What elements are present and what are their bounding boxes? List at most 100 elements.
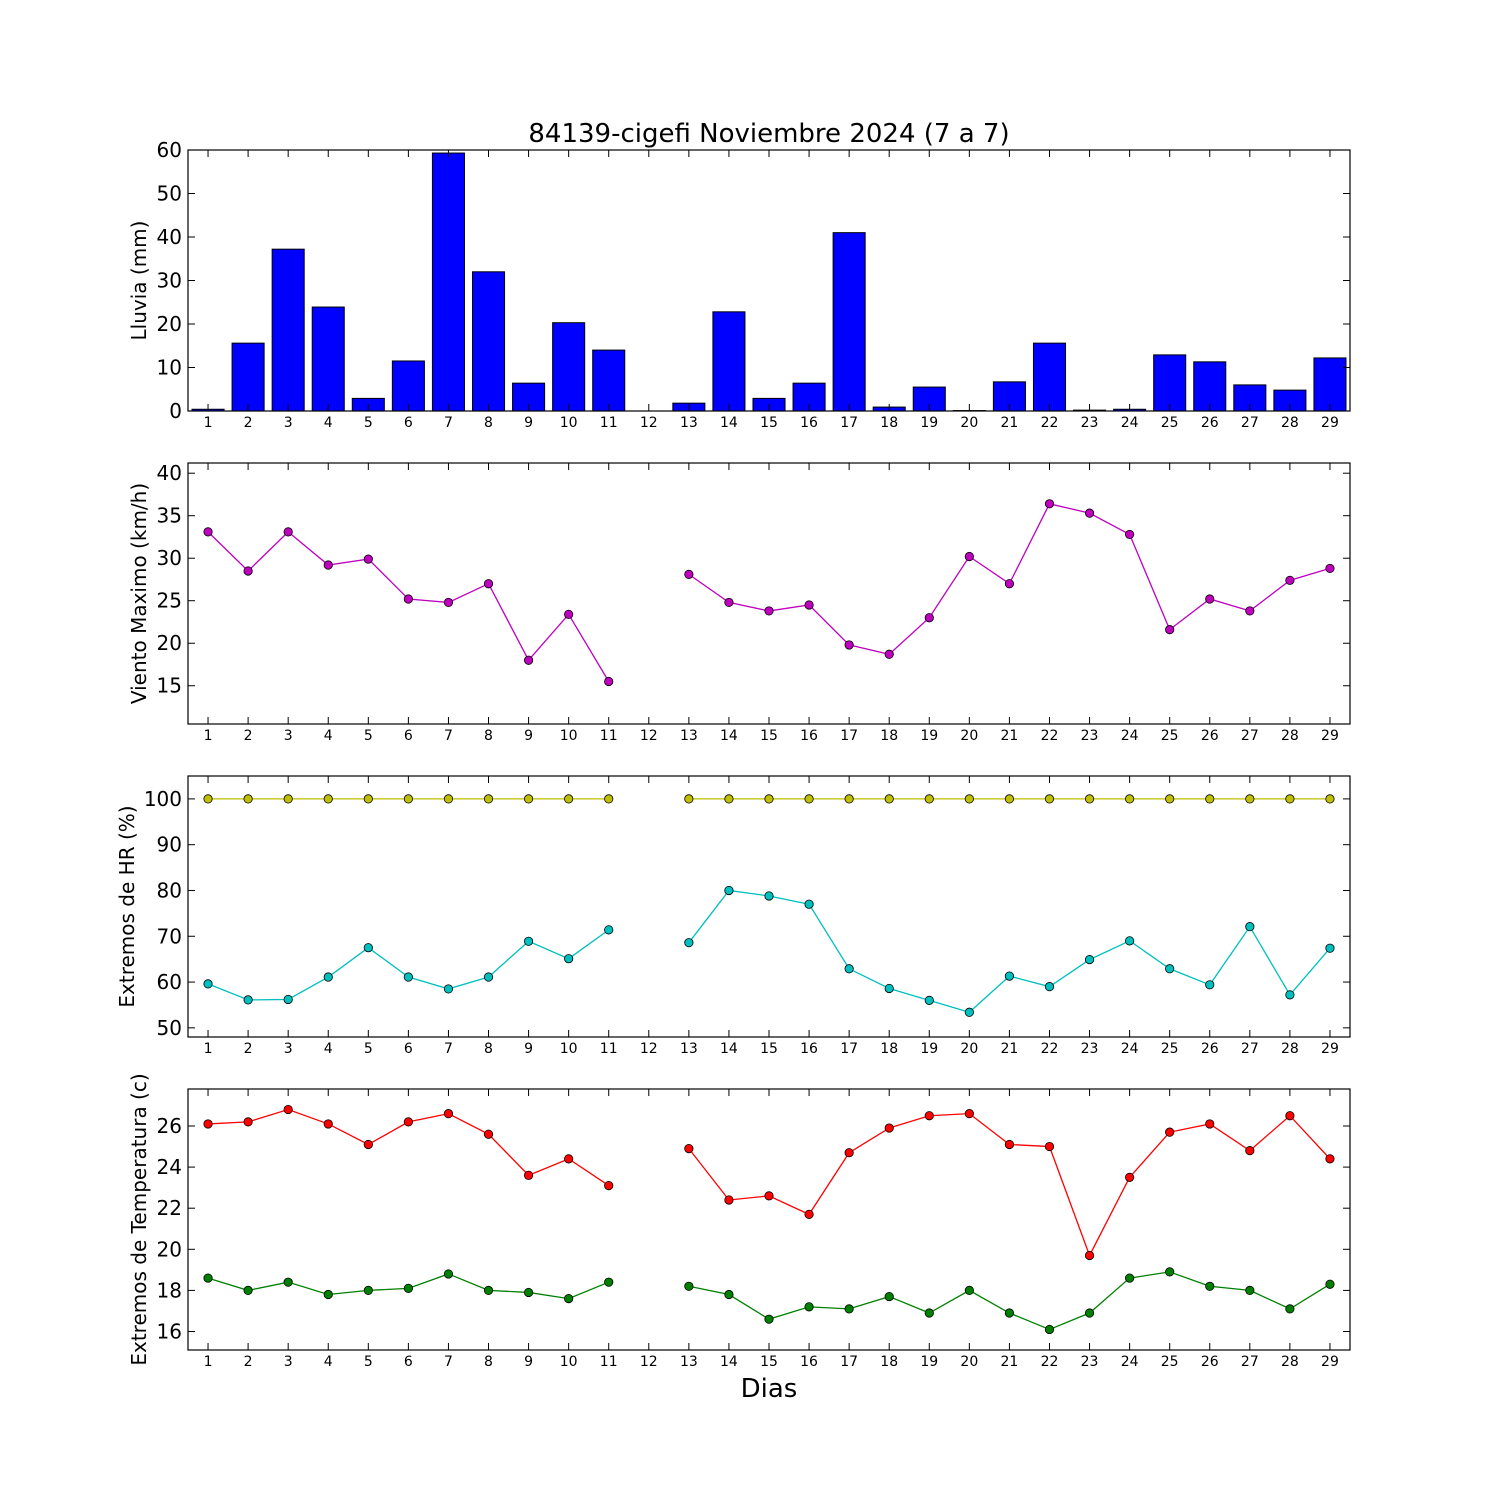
y-tick-label: 22 xyxy=(157,1196,182,1220)
series-1-point-day-14 xyxy=(724,794,734,804)
x-tick-label: 24 xyxy=(1121,1041,1139,1057)
series-2-point-day-21 xyxy=(1004,1308,1015,1318)
x-tick-label: 7 xyxy=(444,415,453,431)
series-2-point-day-15 xyxy=(764,1314,774,1324)
series-1-point-day-16 xyxy=(804,794,814,804)
series-1-point-day-3 xyxy=(283,794,293,804)
series-2-point-day-6 xyxy=(403,972,413,982)
x-tick-label: 17 xyxy=(840,728,858,744)
x-tick-label: 20 xyxy=(960,1041,978,1057)
series-1-point-day-3 xyxy=(283,1104,293,1115)
series-1-point-day-23 xyxy=(1084,508,1095,518)
y-tick-label: 80 xyxy=(157,878,182,902)
x-tick-label: 28 xyxy=(1281,1354,1299,1370)
x-tick-label: 12 xyxy=(640,415,658,431)
series-2-point-day-25 xyxy=(1165,964,1175,974)
series-2-point-day-29 xyxy=(1325,1279,1335,1289)
series-1-point-day-9 xyxy=(523,1170,534,1180)
x-tick-label: 16 xyxy=(800,1041,818,1057)
series-1-point-day-7 xyxy=(443,1109,454,1119)
series-1-point-day-17 xyxy=(844,794,854,804)
y-tick-label: 10 xyxy=(157,356,182,380)
series-2-point-day-10 xyxy=(564,1294,574,1304)
x-tick-label: 7 xyxy=(444,1041,453,1057)
x-axis-label: Dias xyxy=(741,1374,798,1404)
x-tick-label: 29 xyxy=(1321,1041,1339,1057)
x-tick-label: 14 xyxy=(720,415,738,431)
series-1-point-day-11 xyxy=(604,794,614,804)
series-1-point-day-13 xyxy=(684,1143,694,1154)
series-1-point-day-19 xyxy=(924,613,934,623)
x-tick-label: 27 xyxy=(1241,1354,1259,1370)
series-2-point-day-28 xyxy=(1285,1304,1295,1314)
series-1-point-day-22 xyxy=(1044,499,1055,509)
series-1-point-day-9 xyxy=(523,794,534,804)
bar-day-6 xyxy=(391,360,425,412)
x-tick-label: 13 xyxy=(680,1354,698,1370)
series-1-point-day-15 xyxy=(764,794,774,804)
series-1-point-day-4 xyxy=(323,1119,333,1129)
x-tick-label: 26 xyxy=(1201,728,1219,744)
series-1-point-day-25 xyxy=(1165,625,1175,635)
series-2-point-day-5 xyxy=(363,943,373,953)
x-tick-label: 20 xyxy=(960,415,978,431)
series-1-point-day-14 xyxy=(724,597,734,608)
y-tick-label: 25 xyxy=(157,589,182,613)
x-tick-label: 8 xyxy=(484,1354,493,1370)
series-2-point-day-14 xyxy=(724,1289,734,1300)
bar-day-10 xyxy=(552,322,586,412)
x-tick-label: 6 xyxy=(404,415,413,431)
series-2-point-day-16 xyxy=(804,899,814,909)
series-2-point-day-20 xyxy=(964,1285,974,1296)
series-2-point-day-1 xyxy=(203,1273,213,1283)
x-tick-label: 16 xyxy=(800,415,818,431)
y-tick-label: 60 xyxy=(157,138,182,162)
x-tick-label: 19 xyxy=(920,728,938,744)
x-tick-label: 29 xyxy=(1321,415,1339,431)
x-tick-label: 10 xyxy=(560,1354,578,1370)
series-1-point-day-29 xyxy=(1325,794,1335,804)
bar-day-2 xyxy=(231,342,265,412)
series-1-point-day-5 xyxy=(363,794,373,804)
y-tick-label: 26 xyxy=(157,1114,182,1138)
x-tick-label: 9 xyxy=(524,1041,533,1057)
x-tick-label: 11 xyxy=(600,415,618,431)
x-tick-label: 3 xyxy=(284,1041,293,1057)
x-tick-label: 3 xyxy=(284,1354,293,1370)
x-tick-label: 2 xyxy=(244,1041,253,1057)
series-2-point-day-18 xyxy=(884,983,894,994)
x-tick-label: 1 xyxy=(204,1354,213,1370)
series-1-point-day-2 xyxy=(243,1117,253,1127)
series-1-point-day-20 xyxy=(964,551,974,562)
series-1-point-day-27 xyxy=(1245,1146,1255,1156)
series-1-point-day-20 xyxy=(964,1109,974,1119)
x-tick-label: 9 xyxy=(524,728,533,744)
series-2-point-day-15 xyxy=(764,891,774,901)
x-tick-label: 2 xyxy=(244,415,253,431)
x-tick-label: 14 xyxy=(720,1354,738,1370)
series-1-point-day-17 xyxy=(844,640,854,650)
x-tick-label: 17 xyxy=(840,415,858,431)
series-1-point-day-19 xyxy=(924,794,934,804)
x-tick-label: 19 xyxy=(920,1041,938,1057)
series-1-point-day-10 xyxy=(564,1154,574,1164)
series-2-point-day-27 xyxy=(1245,1285,1255,1296)
bar-day-25 xyxy=(1153,354,1187,412)
series-2-point-day-28 xyxy=(1285,990,1295,1000)
x-tick-label: 4 xyxy=(324,415,333,431)
series-1-point-day-7 xyxy=(443,794,454,804)
bar-day-8 xyxy=(471,271,506,412)
series-1-point-day-24 xyxy=(1125,794,1135,804)
x-tick-label: 10 xyxy=(560,728,578,744)
x-tick-label: 27 xyxy=(1241,1041,1259,1057)
x-tick-label: 10 xyxy=(560,415,578,431)
series-1-point-day-4 xyxy=(323,794,333,804)
series-2-point-day-19 xyxy=(924,1308,934,1318)
x-tick-label: 9 xyxy=(524,1354,533,1370)
series-1-point-day-18 xyxy=(884,1123,894,1133)
series-1-point-day-4 xyxy=(323,560,333,570)
x-tick-label: 21 xyxy=(1000,728,1018,744)
series-1-point-day-16 xyxy=(804,1209,814,1219)
